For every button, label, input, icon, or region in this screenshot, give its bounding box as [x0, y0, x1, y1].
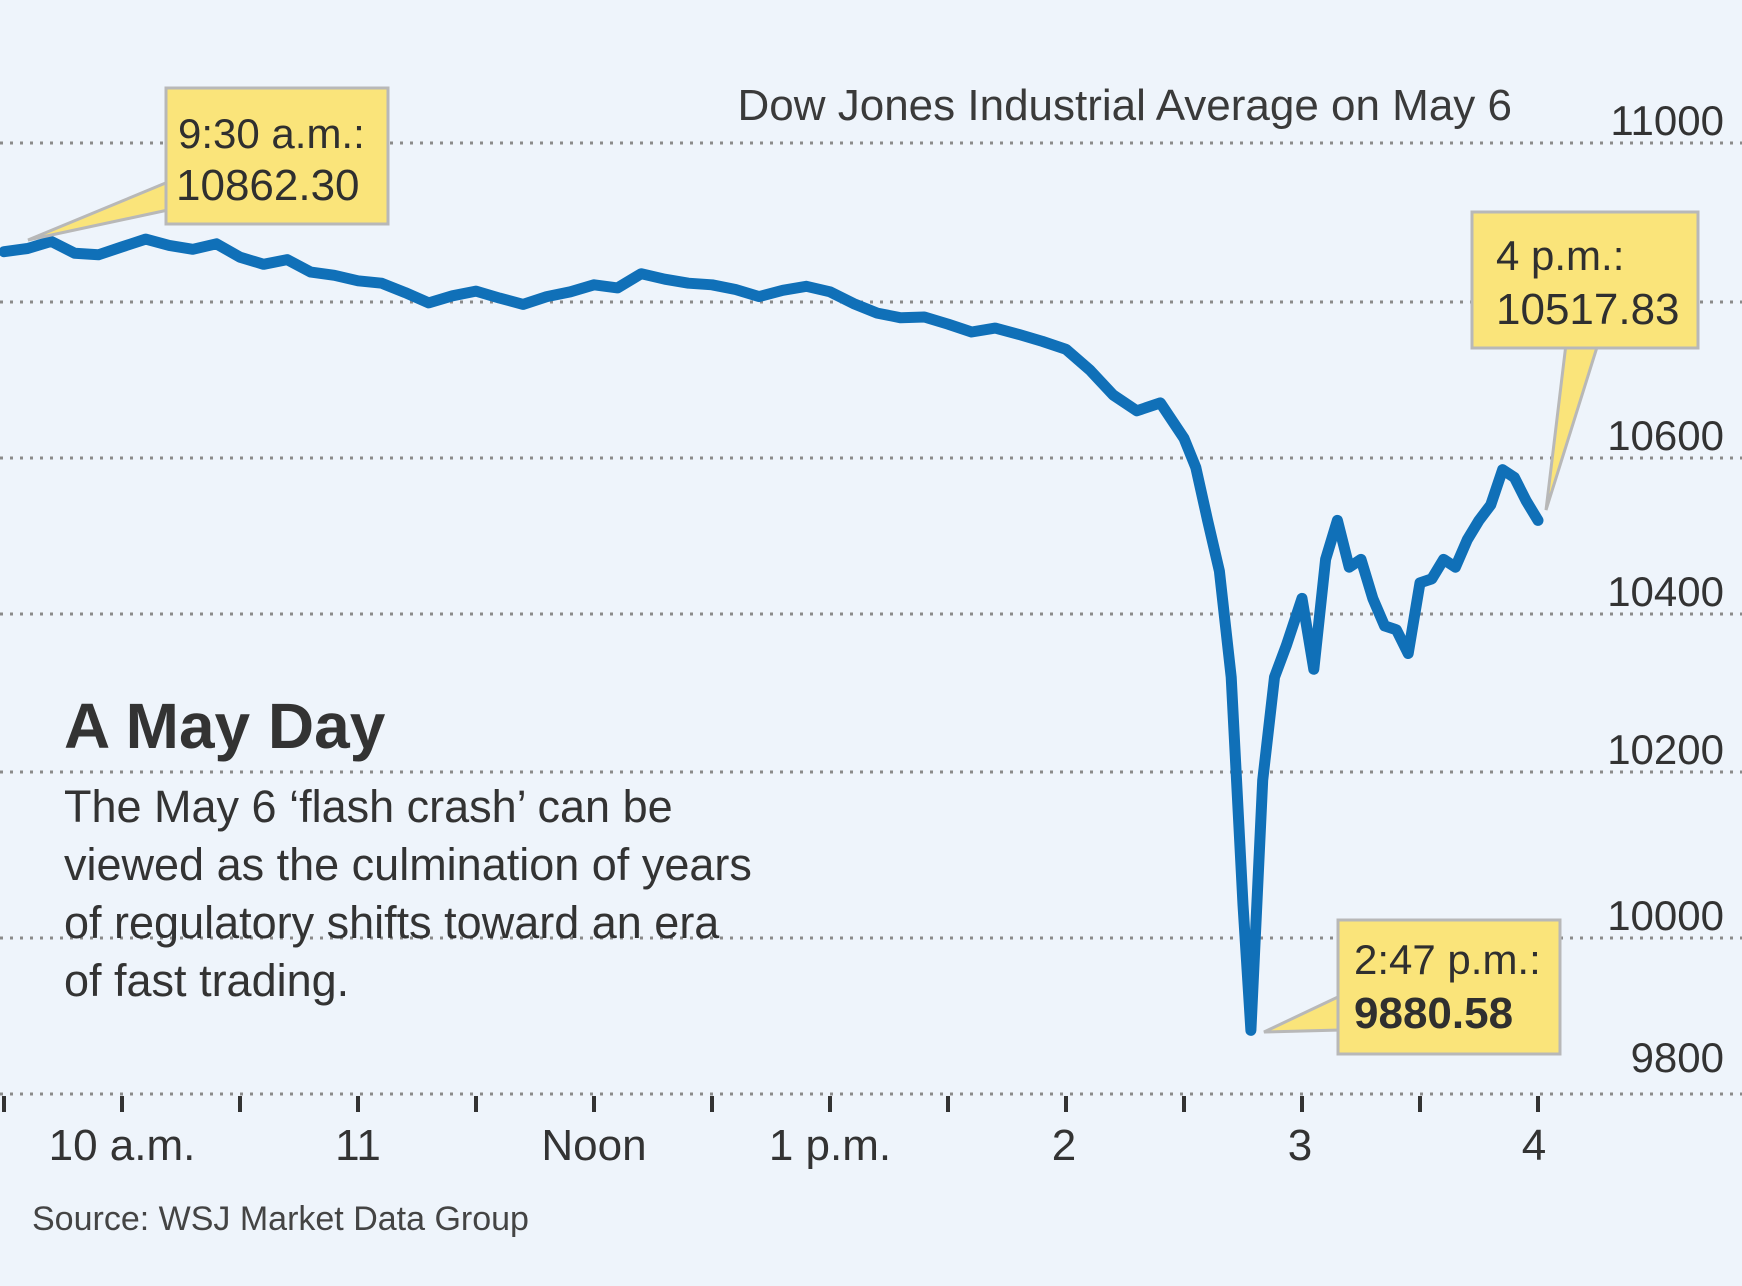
callout-low: 2:47 p.m.: 9880.58: [1263, 918, 1562, 1056]
dek-line-3: of regulatory shifts toward an era: [64, 897, 720, 948]
dek-line-2: viewed as the culmination of years: [64, 839, 752, 890]
callout-close-time: 4 p.m.:: [1496, 232, 1624, 279]
callout-open-value: 10862.30: [176, 161, 360, 210]
chart-title: Dow Jones Industrial Average on May 6: [737, 81, 1512, 130]
callout-close-value: 10517.83: [1496, 285, 1680, 334]
headline: A May Day: [64, 690, 386, 762]
callout-open: 9:30 a.m.: 10862.30: [27, 86, 390, 242]
callout-low-pointer: [1263, 993, 1342, 1034]
callout-close-pointer: [1544, 342, 1601, 511]
y-tick-labels: 11000 10600 10400 10200 10000 9800: [1607, 97, 1724, 1081]
callout-low-time: 2:47 p.m.:: [1354, 936, 1541, 983]
y-tick-label: 9800: [1631, 1034, 1724, 1081]
callout-open-pointer: [27, 179, 170, 242]
callout-close: 4 p.m.: 10517.83: [1470, 210, 1700, 511]
callout-open-box: [164, 86, 390, 226]
y-tick-label: 10400: [1607, 568, 1724, 615]
callout-close-box: [1470, 210, 1700, 350]
y-tick-label: 11000: [1610, 97, 1724, 144]
x-tick-label: 11: [335, 1121, 381, 1170]
callout-low-value: 9880.58: [1354, 989, 1513, 1038]
x-tick-layer: 10 a.m. 11 Noon 1 p.m. 2 3 4: [2, 1096, 1546, 1170]
dow-series-line: [0, 233, 1544, 1036]
x-tick-label: 3: [1288, 1121, 1312, 1170]
x-tick-label: 10 a.m.: [49, 1121, 196, 1170]
dek-line-4: of fast trading.: [64, 955, 349, 1006]
y-tick-label: 10000: [1607, 892, 1724, 939]
x-tick-label: 2: [1052, 1121, 1076, 1170]
dek-line-1: The May 6 ‘flash crash’ can be: [64, 781, 673, 832]
x-tick-label: Noon: [541, 1121, 646, 1170]
callout-low-box: [1336, 918, 1562, 1056]
x-tick-label: 4: [1522, 1121, 1546, 1170]
x-tick-label: 1 p.m.: [769, 1121, 891, 1170]
grid-layer: [0, 141, 1742, 940]
y-tick-label: 10200: [1607, 726, 1724, 773]
source-note: Source: WSJ Market Data Group: [32, 1200, 529, 1238]
callout-open-time: 9:30 a.m.:: [178, 110, 365, 157]
y-tick-label: 10600: [1607, 412, 1724, 459]
